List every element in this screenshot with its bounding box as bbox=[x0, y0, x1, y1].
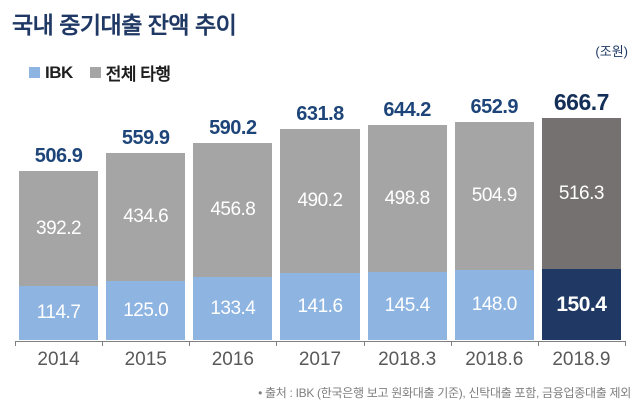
segment-value-ibk: 145.4 bbox=[384, 295, 431, 316]
segment-value-ibk: 125.0 bbox=[123, 299, 169, 321]
segment-value-ibk: 114.7 bbox=[36, 302, 81, 323]
bar-segment-other-2017: 490.2 bbox=[280, 129, 360, 273]
segment-value-other: 392.2 bbox=[36, 217, 82, 239]
bar-segment-other-2018.3: 498.8 bbox=[367, 125, 447, 272]
total-label-2018.6: 652.9 bbox=[470, 96, 519, 118]
x-axis-label-2014: 2014 bbox=[37, 349, 80, 370]
segment-value-other: 516.3 bbox=[558, 182, 605, 204]
legend-swatch-other bbox=[89, 67, 101, 78]
bar-segment-ibk-2018.3: 145.4 bbox=[367, 272, 447, 340]
chart-title: 국내 중기대출 잔액 추이 bbox=[12, 12, 237, 38]
x-axis-tick bbox=[450, 341, 452, 346]
segment-value-other: 456.8 bbox=[210, 199, 256, 220]
x-axis-tick bbox=[625, 341, 626, 346]
segment-value-other: 498.8 bbox=[384, 187, 431, 209]
total-label-2018.9: 666.7 bbox=[553, 89, 610, 115]
bar-segment-ibk-2015: 125.0 bbox=[106, 281, 186, 340]
total-label-2014: 506.9 bbox=[34, 145, 83, 167]
legend-swatch-ibk bbox=[29, 67, 40, 78]
total-label-2017: 631.8 bbox=[296, 103, 344, 125]
x-axis-tick bbox=[102, 341, 104, 346]
segment-value-other: 490.2 bbox=[297, 190, 343, 211]
total-label-2018.3: 644.2 bbox=[383, 99, 431, 121]
segment-value-other: 434.6 bbox=[123, 206, 169, 227]
bar-segment-ibk-2018.6: 148.0 bbox=[454, 270, 534, 340]
source-note: • 출처 : IBK (한국은행 보고 원화대출 기준), 신탁대출 포함, 금… bbox=[258, 386, 631, 400]
legend-label-other: 전체 타행 bbox=[105, 65, 171, 84]
bar-segment-ibk-2014: 114.7 bbox=[19, 286, 99, 340]
x-axis-label-2017: 2017 bbox=[298, 349, 342, 370]
x-axis-tick bbox=[363, 341, 365, 346]
legend: IBK 전체 타행 bbox=[29, 60, 171, 85]
bar-segment-ibk-2016: 133.4 bbox=[193, 277, 273, 340]
bar-segment-ibk-2018.9: 150.4 bbox=[541, 269, 621, 340]
x-axis-label-2016: 2016 bbox=[211, 349, 254, 370]
unit-label: (조원) bbox=[595, 44, 628, 59]
x-axis-label-2018.9: 2018.9 bbox=[552, 349, 611, 370]
x-axis-line bbox=[15, 341, 625, 342]
segment-value-other: 504.9 bbox=[471, 185, 518, 206]
bar-segment-other-2014: 392.2 bbox=[19, 171, 99, 286]
bar-segment-other-2018.6: 504.9 bbox=[454, 122, 534, 270]
x-axis-tick bbox=[276, 341, 278, 346]
total-label-2016: 590.2 bbox=[209, 117, 257, 139]
segment-value-ibk: 150.4 bbox=[556, 292, 607, 316]
bar-segment-ibk-2017: 141.6 bbox=[280, 273, 360, 340]
segment-value-ibk: 148.0 bbox=[471, 294, 518, 315]
x-axis-tick bbox=[537, 341, 539, 346]
x-axis-tick bbox=[15, 341, 16, 346]
x-axis-label-2015: 2015 bbox=[124, 349, 167, 370]
legend-label-ibk: IBK bbox=[45, 62, 73, 82]
bar-segment-other-2016: 456.8 bbox=[193, 143, 273, 277]
segment-value-ibk: 141.6 bbox=[297, 295, 343, 317]
segment-value-ibk: 133.4 bbox=[210, 297, 256, 319]
x-axis-tick bbox=[189, 341, 191, 346]
bar-segment-other-2015: 434.6 bbox=[106, 153, 186, 281]
x-axis-label-2018.3: 2018.3 bbox=[378, 349, 437, 370]
legend-item-ibk: IBK bbox=[29, 63, 73, 83]
bar-segment-other-2018.9: 516.3 bbox=[541, 118, 621, 269]
legend-item-other: 전체 타행 bbox=[89, 60, 171, 85]
total-label-2015: 559.9 bbox=[121, 127, 170, 149]
x-axis-label-2018.6: 2018.6 bbox=[465, 349, 524, 370]
